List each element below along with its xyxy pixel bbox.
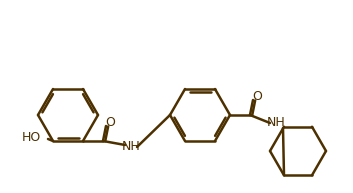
Text: NH: NH — [122, 141, 140, 153]
Text: O: O — [252, 91, 262, 103]
Text: HO: HO — [22, 131, 41, 145]
Text: O: O — [105, 117, 115, 130]
Text: NH: NH — [267, 115, 285, 129]
